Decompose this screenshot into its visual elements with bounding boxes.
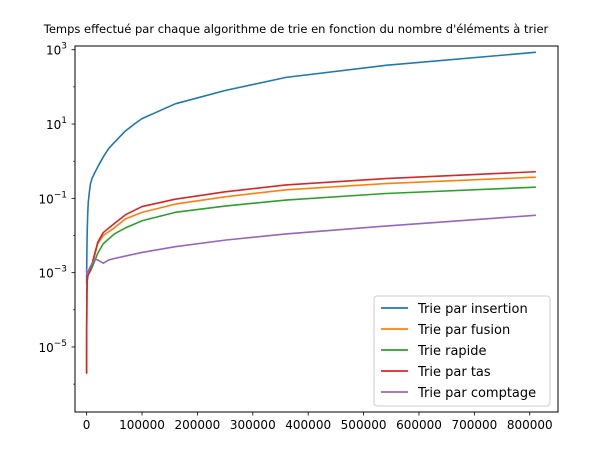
x-tick-label: 800000 bbox=[507, 418, 553, 432]
legend-label: Trie par tas bbox=[417, 365, 491, 380]
series-line-0 bbox=[85, 51, 537, 285]
y-tick-label: 103 bbox=[46, 42, 67, 58]
legend-label: Trie par comptage bbox=[417, 386, 536, 401]
x-tick-label: 700000 bbox=[451, 418, 497, 432]
x-tick-label: 400000 bbox=[285, 418, 331, 432]
legend: Trie par insertion Trie par fusion Trie ra… bbox=[373, 295, 551, 407]
legend-label: Trie rapide bbox=[417, 344, 487, 359]
chart-title: Temps effectué par chaque algorithme de … bbox=[43, 22, 549, 36]
plot-frame bbox=[74, 45, 559, 413]
y-tick-label: 101 bbox=[46, 116, 67, 132]
y-tick-label: 10−1 bbox=[38, 190, 67, 206]
x-tick-label: 200000 bbox=[175, 418, 221, 432]
x-tick-label: 300000 bbox=[230, 418, 276, 432]
y-tick-label: 10−5 bbox=[38, 339, 67, 355]
legend-label: Trie par fusion bbox=[417, 323, 510, 338]
x-tick-label: 500000 bbox=[341, 418, 387, 432]
legend-label: Trie par insertion bbox=[417, 302, 528, 317]
x-tick-label: 100000 bbox=[119, 418, 165, 432]
legend-box bbox=[373, 295, 551, 407]
series-layer bbox=[85, 51, 537, 374]
x-axis: 0 100000 200000 300000 400000 500000 600000 700… bbox=[83, 412, 553, 432]
x-tick-label: 0 bbox=[83, 418, 91, 432]
y-tick-label: 10−3 bbox=[38, 265, 67, 281]
x-tick-label: 600000 bbox=[396, 418, 442, 432]
series-line-3 bbox=[85, 170, 537, 374]
series-line-4 bbox=[85, 214, 537, 276]
y-axis: 10−5 10−3 10−1 101 103 bbox=[38, 42, 75, 385]
